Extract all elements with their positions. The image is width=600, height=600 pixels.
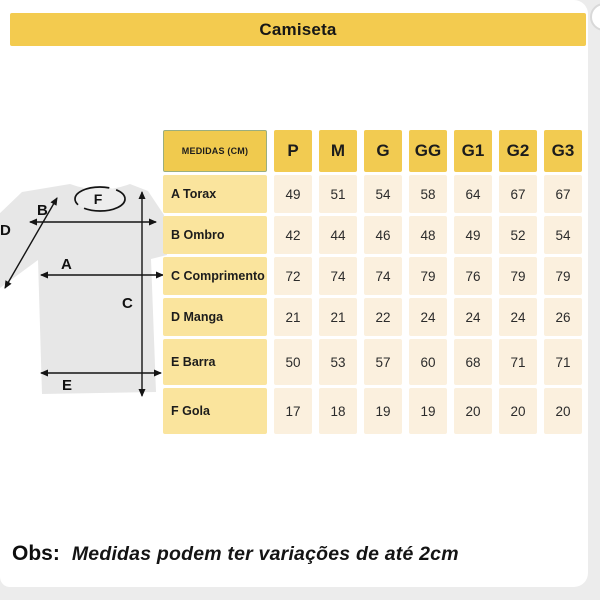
cell-torax-g: 54 [364, 175, 402, 213]
cell-ombro-p: 42 [274, 216, 312, 254]
size-table: MEDIDAS (CM) P M G GG G1 G2 G3 A Torax 4… [163, 130, 582, 434]
cell-gola-g2: 20 [499, 388, 537, 434]
cell-barra-g3: 71 [544, 339, 582, 385]
observation-note: Obs: Medidas podem ter variações de até … [12, 542, 459, 566]
cell-manga-g: 22 [364, 298, 402, 336]
row-label-manga: D Manga [163, 298, 267, 336]
cell-comprimento-gg: 79 [409, 257, 447, 295]
cell-ombro-gg: 48 [409, 216, 447, 254]
edge-circle-decoration [590, 3, 600, 31]
cell-gola-g: 19 [364, 388, 402, 434]
cell-comprimento-g1: 76 [454, 257, 492, 295]
cell-ombro-g: 46 [364, 216, 402, 254]
table-header-g1: G1 [454, 130, 492, 172]
cell-comprimento-m: 74 [319, 257, 357, 295]
cell-ombro-m: 44 [319, 216, 357, 254]
cell-manga-p: 21 [274, 298, 312, 336]
cell-comprimento-g: 74 [364, 257, 402, 295]
cell-torax-g1: 64 [454, 175, 492, 213]
cell-barra-g: 57 [364, 339, 402, 385]
cell-gola-m: 18 [319, 388, 357, 434]
table-header-g2: G2 [499, 130, 537, 172]
cell-torax-m: 51 [319, 175, 357, 213]
cell-manga-g3: 26 [544, 298, 582, 336]
page-title: Camiseta [10, 13, 586, 46]
diagram-label-c: C [122, 295, 133, 312]
diagram-label-b: B [37, 202, 48, 219]
cell-manga-gg: 24 [409, 298, 447, 336]
cell-ombro-g2: 52 [499, 216, 537, 254]
diagram-label-d: D [0, 222, 11, 239]
cell-torax-g2: 67 [499, 175, 537, 213]
cell-torax-g3: 67 [544, 175, 582, 213]
obs-label: Obs: [12, 542, 60, 565]
cell-manga-m: 21 [319, 298, 357, 336]
row-label-torax: A Torax [163, 175, 267, 213]
table-header-medidas: MEDIDAS (CM) [163, 130, 267, 172]
obs-text: Medidas podem ter variações de até 2cm [71, 543, 459, 565]
collar-ellipse [74, 186, 126, 212]
diagram-label-a: A [61, 256, 72, 273]
cell-comprimento-g2: 79 [499, 257, 537, 295]
row-label-gola: F Gola [163, 388, 267, 434]
cell-barra-gg: 60 [409, 339, 447, 385]
table-header-g3: G3 [544, 130, 582, 172]
row-label-barra: E Barra [163, 339, 267, 385]
row-label-ombro: B Ombro [163, 216, 267, 254]
table-header-g: G [364, 130, 402, 172]
cell-gola-gg: 19 [409, 388, 447, 434]
cell-ombro-g1: 49 [454, 216, 492, 254]
cell-manga-g1: 24 [454, 298, 492, 336]
table-header-p: P [274, 130, 312, 172]
cell-torax-p: 49 [274, 175, 312, 213]
cell-barra-g2: 71 [499, 339, 537, 385]
cell-manga-g2: 24 [499, 298, 537, 336]
cell-barra-m: 53 [319, 339, 357, 385]
row-label-comprimento: C Comprimento [163, 257, 267, 295]
cell-ombro-g3: 54 [544, 216, 582, 254]
cell-gola-g1: 20 [454, 388, 492, 434]
cell-gola-p: 17 [274, 388, 312, 434]
cell-barra-p: 50 [274, 339, 312, 385]
cell-gola-g3: 20 [544, 388, 582, 434]
diagram-label-e: E [62, 377, 72, 394]
diagram-label-f: F [94, 191, 103, 207]
cell-comprimento-g3: 79 [544, 257, 582, 295]
cell-comprimento-p: 72 [274, 257, 312, 295]
cell-barra-g1: 68 [454, 339, 492, 385]
table-header-gg: GG [409, 130, 447, 172]
table-header-m: M [319, 130, 357, 172]
tshirt-measurement-diagram: F B D A C E [0, 184, 167, 397]
cell-torax-gg: 58 [409, 175, 447, 213]
arrow-sleeve-d [4, 197, 58, 289]
